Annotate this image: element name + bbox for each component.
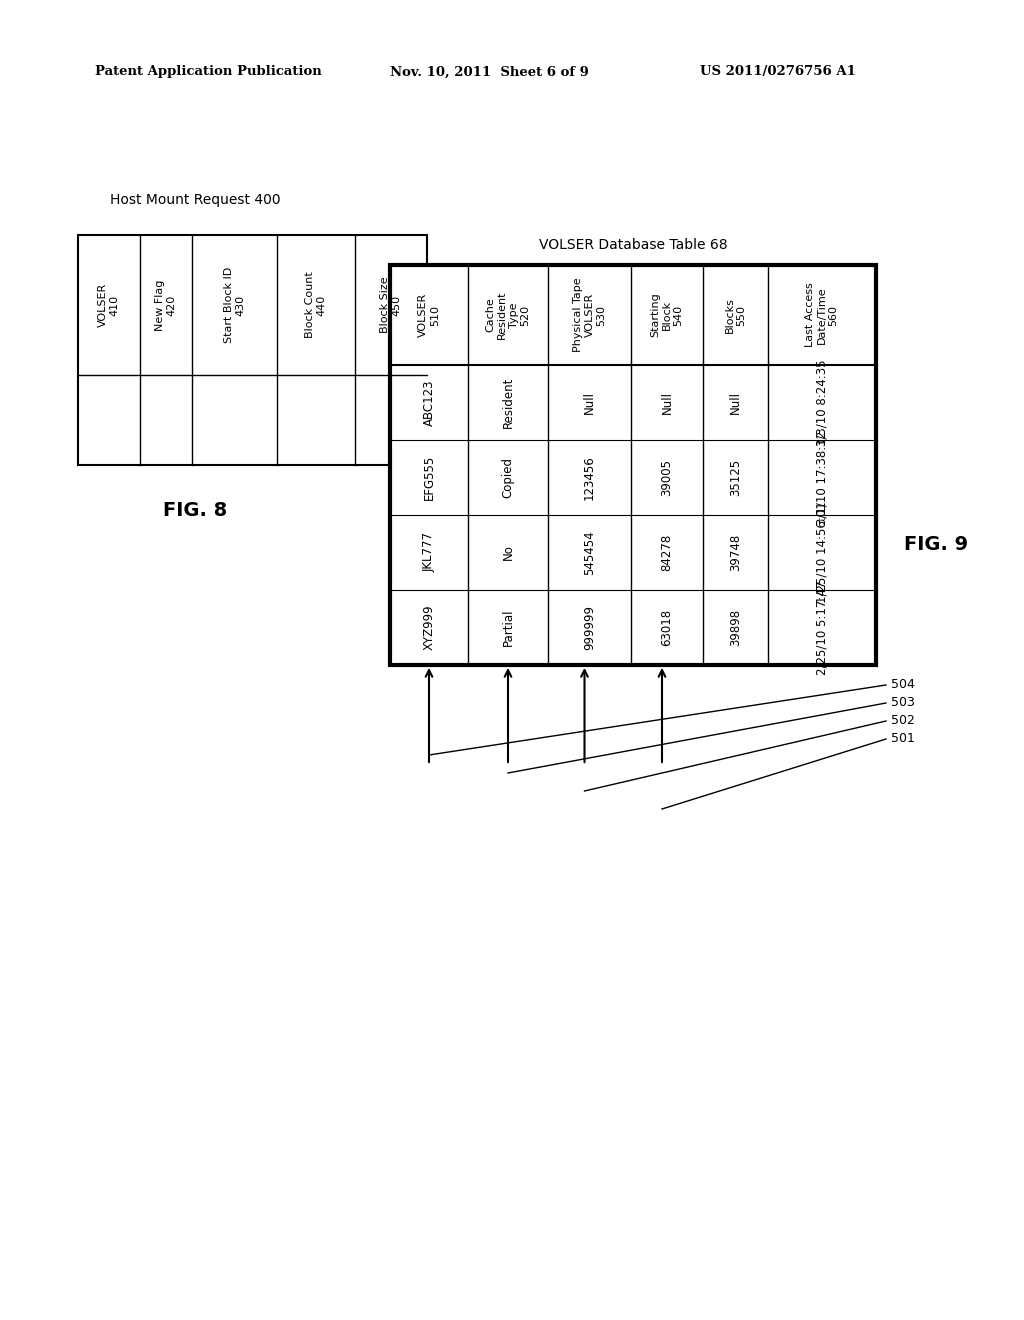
- Text: JKL777: JKL777: [423, 532, 435, 573]
- Text: 1/25/10 14:56:01: 1/25/10 14:56:01: [815, 502, 828, 603]
- Text: Block Size
450: Block Size 450: [380, 277, 401, 334]
- Text: Copied: Copied: [502, 457, 514, 498]
- Text: Patent Application Publication: Patent Application Publication: [95, 66, 322, 78]
- Text: 39898: 39898: [729, 609, 742, 645]
- Text: 35125: 35125: [729, 459, 742, 496]
- Text: 3/3/10 8:24:35: 3/3/10 8:24:35: [815, 359, 828, 446]
- Text: 84278: 84278: [660, 533, 674, 572]
- Bar: [390, 265, 876, 665]
- Text: No: No: [502, 545, 514, 561]
- Text: Null: Null: [583, 391, 596, 414]
- Text: VOLSER Database Table 68: VOLSER Database Table 68: [539, 238, 727, 252]
- Text: 2/25/10 5:17:47: 2/25/10 5:17:47: [815, 581, 828, 675]
- Text: 545454: 545454: [583, 531, 596, 574]
- Text: Nov. 10, 2011  Sheet 6 of 9: Nov. 10, 2011 Sheet 6 of 9: [390, 66, 589, 78]
- Text: 501: 501: [891, 733, 914, 746]
- Text: 3/1/10 17:38:12: 3/1/10 17:38:12: [815, 430, 828, 524]
- Text: Starting
Block
540: Starting Block 540: [650, 293, 684, 338]
- Text: VOLSER
510: VOLSER 510: [418, 293, 439, 337]
- Text: FIG. 9: FIG. 9: [904, 536, 968, 554]
- Text: Partial: Partial: [502, 609, 514, 647]
- Text: 39005: 39005: [660, 459, 674, 496]
- Text: 502: 502: [891, 714, 914, 727]
- Text: 39748: 39748: [729, 533, 742, 572]
- Text: Start Block ID
430: Start Block ID 430: [223, 267, 246, 343]
- Text: Null: Null: [660, 391, 674, 414]
- Text: US 2011/0276756 A1: US 2011/0276756 A1: [700, 66, 856, 78]
- Text: Last Access
Date/Time
560: Last Access Date/Time 560: [806, 282, 839, 347]
- Text: 503: 503: [891, 697, 914, 710]
- Text: New Flag
420: New Flag 420: [156, 280, 177, 331]
- Text: Cache
Resident
Type
520: Cache Resident Type 520: [485, 290, 530, 339]
- Text: EFG555: EFG555: [423, 455, 435, 500]
- Text: 504: 504: [891, 678, 914, 692]
- Text: 999999: 999999: [583, 605, 596, 649]
- Text: 123456: 123456: [583, 455, 596, 500]
- Text: VOLSER
410: VOLSER 410: [98, 282, 120, 327]
- Text: Physical Tape
VOLSER
530: Physical Tape VOLSER 530: [572, 277, 606, 352]
- Text: 63018: 63018: [660, 609, 674, 645]
- Text: ABC123: ABC123: [423, 379, 435, 426]
- Text: FIG. 8: FIG. 8: [163, 500, 227, 520]
- Text: XYZ999: XYZ999: [423, 605, 435, 651]
- Text: Null: Null: [729, 391, 742, 414]
- Text: Resident: Resident: [502, 376, 514, 428]
- Text: Host Mount Request 400: Host Mount Request 400: [110, 193, 281, 207]
- Text: Blocks
550: Blocks 550: [725, 297, 746, 333]
- Text: Block Count
440: Block Count 440: [305, 272, 327, 338]
- Bar: [78, 235, 427, 465]
